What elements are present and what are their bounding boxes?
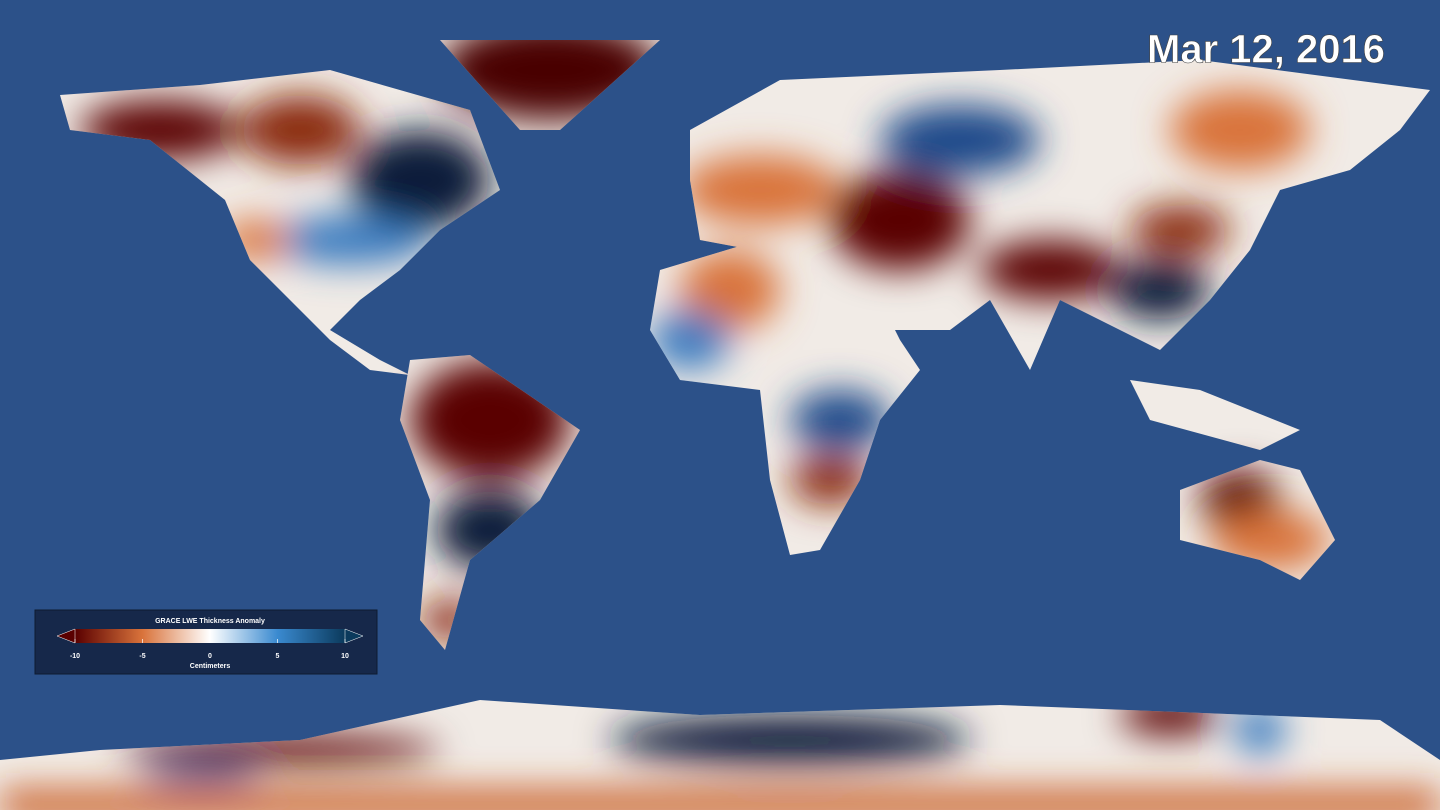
colorbar-unit: Centimeters [190,663,231,670]
date-label: Mar 12, 2016 [1147,28,1385,72]
colorbar-tick-label: -10 [70,653,80,660]
colorbar-title: GRACE LWE Thickness Anomaly [155,618,265,625]
colorbar: GRACE LWE Thickness Anomaly Centimeters … [34,609,378,675]
colorbar-tick-label: 5 [276,653,280,660]
colorbar-tick-label: 10 [341,653,349,660]
colorbar-tick-label: -5 [139,653,145,660]
colorbar-tick-label: 0 [208,653,212,660]
colorbar-low-arrow [56,628,76,644]
colorbar-high-arrow [344,628,364,644]
